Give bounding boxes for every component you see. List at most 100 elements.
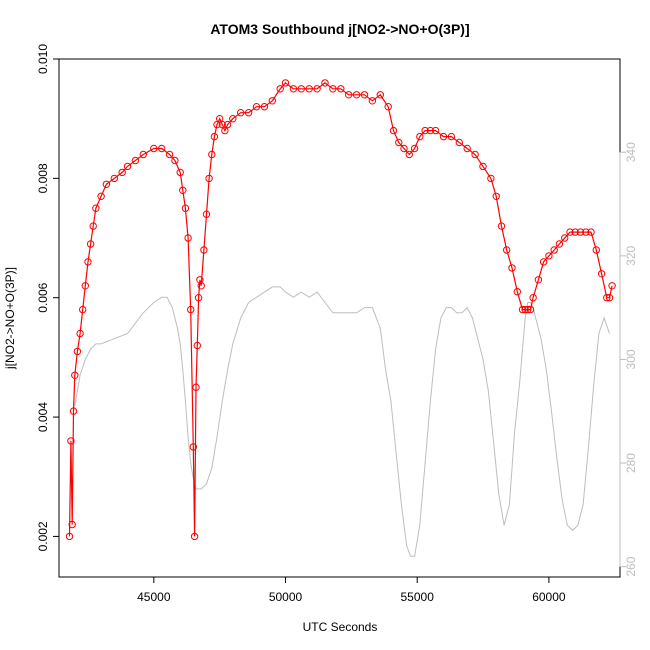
data-point: [592, 246, 600, 254]
data-point: [171, 156, 179, 165]
chart-title: ATOM3 Southbound j[NO2->NO+O(3P)]: [210, 21, 469, 37]
data-point: [139, 150, 148, 159]
x-tick-label: 45000: [137, 590, 171, 604]
data-point: [513, 288, 521, 296]
y-tick-label: 0.004: [36, 402, 50, 432]
data-point: [352, 91, 361, 99]
data-point: [194, 294, 203, 302]
data-point: [305, 85, 313, 93]
data-point: [260, 103, 269, 111]
data-point: [439, 132, 448, 141]
data-point: [368, 97, 377, 105]
data-point: [566, 228, 574, 236]
data-point: [216, 115, 224, 123]
y2-tick-label: 340: [624, 142, 638, 162]
data-point: [289, 85, 298, 93]
data-point: [416, 132, 424, 141]
data-point: [181, 204, 190, 212]
data-point: [389, 126, 398, 135]
data-point: [608, 282, 616, 290]
data-point: [190, 532, 199, 541]
data-point: [521, 305, 529, 314]
data-point: [71, 371, 79, 379]
data-point: [395, 138, 403, 147]
data-point: [244, 109, 253, 117]
data-point: [487, 174, 495, 183]
data-point: [218, 120, 227, 129]
data-point: [463, 144, 471, 153]
data-point: [421, 126, 429, 135]
data-point: [192, 383, 200, 391]
data-point: [73, 347, 82, 356]
data-point: [550, 246, 558, 254]
data-point: [426, 126, 435, 135]
data-point: [503, 246, 511, 254]
data-point: [179, 186, 187, 195]
data-point: [76, 329, 84, 338]
data-point: [68, 520, 76, 529]
x-tick-label: 50000: [269, 590, 303, 604]
y-axis-left: 0.002 0.004 0.006 0.008 0.010: [36, 44, 60, 551]
data-point: [210, 132, 219, 141]
x-tick-label: 60000: [532, 590, 566, 604]
data-point: [237, 109, 245, 117]
data-point: [539, 258, 548, 266]
y-tick-label: 0.002: [36, 521, 50, 551]
data-point: [384, 103, 392, 111]
data-point: [497, 222, 506, 230]
y2-tick-label: 300: [624, 349, 638, 369]
y2-tick-label: 280: [624, 453, 638, 473]
data-point: [110, 174, 119, 183]
y-axis-right: 260 280 300 320 340: [619, 142, 638, 577]
data-point: [376, 91, 384, 99]
y2-tick-label: 320: [624, 246, 638, 266]
data-point: [605, 294, 614, 302]
data-point: [123, 162, 132, 171]
data-point: [89, 222, 97, 230]
y-axis-label: j[NO2->NO+O(3P)]: [3, 267, 17, 370]
data-point: [492, 192, 500, 201]
data-point: [67, 437, 75, 445]
data-point: [268, 97, 276, 105]
data-point: [200, 246, 208, 254]
data-point: [150, 144, 158, 153]
data-point: [81, 282, 90, 290]
data-point: [131, 156, 140, 165]
data-point: [165, 150, 174, 159]
data-point: [102, 180, 111, 189]
data-point: [187, 305, 195, 314]
right-axis-series: [74, 286, 610, 557]
data-point: [587, 228, 595, 236]
data-point: [337, 85, 345, 93]
data-point: [471, 150, 479, 159]
x-axis: 45000 50000 55000 60000: [137, 576, 566, 604]
data-point: [86, 240, 95, 248]
data-point: [79, 305, 87, 314]
data-point: [329, 85, 337, 93]
data-point: [252, 103, 261, 111]
data-point: [518, 305, 527, 314]
data-point: [221, 126, 229, 135]
data-point: [545, 252, 553, 260]
data-point: [205, 174, 213, 183]
data-point: [447, 132, 456, 141]
data-point: [405, 150, 413, 159]
x-tick-label: 55000: [401, 590, 435, 604]
data-point: [603, 294, 611, 302]
data-point: [193, 341, 202, 350]
data-point: [345, 91, 353, 99]
data-point: [69, 407, 78, 415]
data-point: [360, 91, 369, 99]
data-point: [576, 228, 585, 236]
data-point: [529, 294, 537, 302]
y-tick-label: 0.006: [36, 282, 50, 312]
data-point: [276, 85, 284, 93]
data-point: [561, 234, 569, 242]
data-point: [281, 79, 290, 87]
data-point: [189, 443, 198, 451]
data-point: [184, 234, 192, 242]
data-point: [202, 210, 211, 218]
data-point: [118, 168, 126, 177]
data-point: [158, 144, 166, 153]
